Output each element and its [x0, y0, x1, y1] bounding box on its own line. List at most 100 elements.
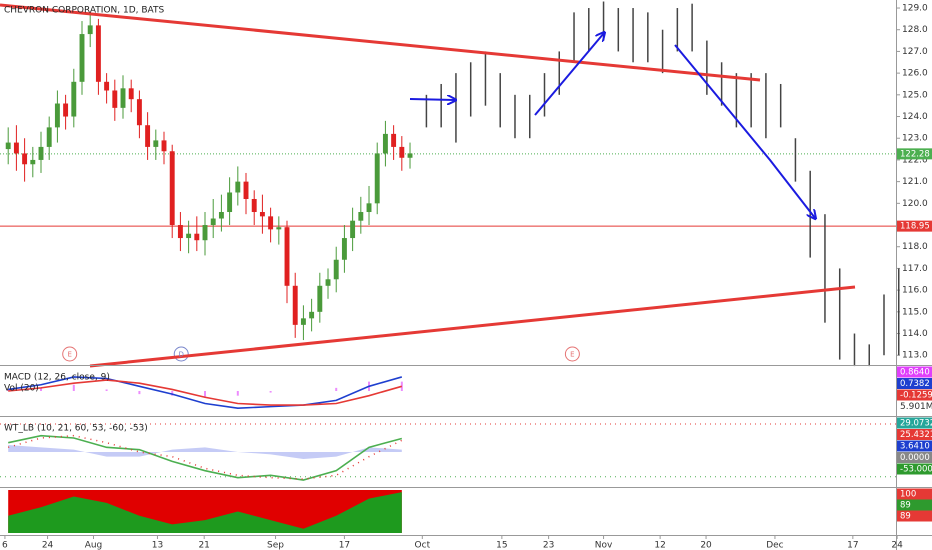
candle-body [136, 99, 142, 126]
price-label: 118.95 [900, 222, 930, 232]
histogram-bar [204, 391, 207, 398]
candle-body [95, 25, 101, 82]
event-label: D [179, 351, 184, 359]
trend-line [0, 3, 761, 82]
histogram-bar [236, 391, 239, 396]
price-label: 0.0000 [900, 453, 930, 463]
indicator-line [8, 376, 403, 409]
candle-body [407, 153, 413, 158]
candle-body [153, 140, 159, 147]
panel-title: WT_LB (10, 21, 60, 53, -60, -53) [4, 424, 148, 434]
arrow [674, 44, 815, 218]
plot [0, 1, 900, 539]
x-tick-label: 17 [847, 541, 858, 550]
candle-body [194, 233, 200, 241]
indicator-line [8, 434, 403, 481]
candle-body [161, 140, 167, 152]
candle-body [63, 103, 69, 117]
candle-body [38, 146, 44, 160]
candle-body [350, 220, 356, 239]
price-label: -0.1259 [900, 391, 932, 401]
x-tick-label: Dec [766, 541, 783, 550]
indicator-line [8, 379, 403, 406]
candle-body [120, 88, 126, 108]
event-label: E [570, 351, 574, 359]
y-tick-label: 122.0 [902, 155, 928, 165]
price-label: 25.4321 [900, 430, 932, 440]
candle-body [235, 181, 241, 193]
price-label: 122.28 [900, 149, 930, 159]
price-label-box [897, 440, 932, 452]
price-label-box [897, 488, 932, 500]
candle-body [333, 259, 339, 280]
candle-body [325, 279, 331, 286]
x-tick-label: 12 [654, 541, 665, 550]
price-label: 3.6410 [900, 442, 930, 452]
price-label: 89 [900, 512, 911, 522]
candle-body [79, 34, 85, 82]
candle-body [382, 133, 388, 154]
event-marker [62, 346, 78, 362]
x-tick-label: 15 [496, 541, 507, 550]
candle-body [358, 212, 364, 221]
price-label: 0.7382 [900, 379, 930, 389]
candle-body [276, 227, 282, 230]
x-tick-label: Nov [595, 541, 613, 550]
candle-body [284, 227, 290, 286]
x-tick-label: 6 [2, 541, 8, 550]
histogram-bar [335, 387, 338, 391]
candle-body [391, 133, 397, 147]
candle-body [30, 159, 36, 165]
price-label-box [897, 463, 932, 475]
candle-body [71, 81, 77, 117]
arrow [409, 99, 455, 100]
x-tick-label: 24 [891, 541, 903, 550]
candle-body [186, 233, 192, 239]
event-marker [564, 346, 580, 362]
trend-line [89, 285, 856, 368]
candle-body [268, 216, 274, 230]
price-label: 0.8640 [900, 368, 930, 378]
drawings [0, 3, 856, 368]
price-label-box [897, 366, 932, 378]
candle-body [243, 181, 249, 199]
y-tick-label: 128.0 [902, 25, 928, 35]
y-tick-label: 113.0 [902, 351, 928, 361]
candle-body [341, 238, 347, 260]
candle-body [177, 225, 183, 239]
price-label-box [897, 220, 932, 232]
price-label: 100 [900, 490, 916, 500]
candle-body [292, 285, 298, 325]
candle-body [5, 142, 11, 150]
price-label-box [897, 510, 932, 522]
candle-body [210, 218, 216, 226]
price-label: 29.0732 [900, 419, 932, 429]
indicator-line [7, 434, 403, 480]
band-area [8, 445, 402, 459]
candle-body [251, 198, 257, 213]
candle-body [13, 142, 19, 154]
y-tick-label: 123.0 [902, 134, 928, 144]
x-tick-label: 20 [700, 541, 712, 550]
candle-body [169, 151, 175, 226]
event-label: E [67, 351, 71, 359]
histogram-bar [72, 384, 75, 391]
candle-body [218, 212, 224, 219]
candle-body [87, 25, 93, 35]
candle-body [227, 192, 233, 213]
x-tick-label: 21 [198, 541, 209, 550]
histogram-bar [138, 391, 141, 395]
x-tick-label: 13 [152, 541, 163, 550]
price-label-box [897, 378, 932, 389]
price-label-box [897, 452, 932, 463]
y-tick-label: 115.0 [902, 307, 928, 317]
panel-subtitle: Vol (20) [4, 384, 39, 394]
candle-body [317, 285, 323, 312]
x-tick-label: 24 [42, 541, 54, 550]
candle-body [128, 88, 134, 100]
y-tick-label: 120.0 [902, 199, 928, 209]
price-label: -53.0000 [900, 465, 932, 475]
y-tick-label: 127.0 [902, 47, 928, 57]
